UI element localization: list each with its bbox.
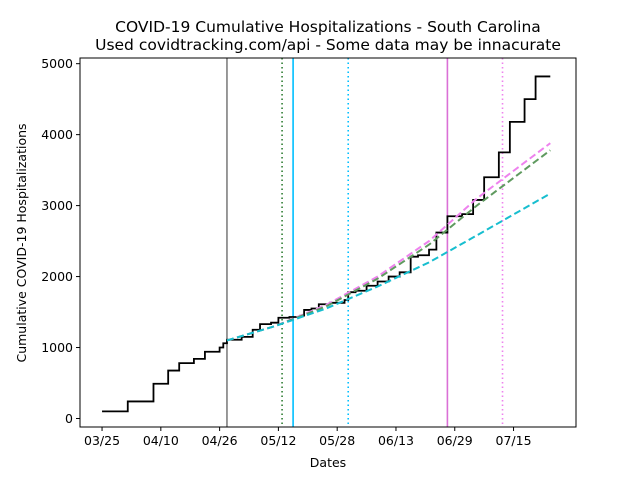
projection-line-1 [226, 142, 551, 342]
y-tick-label-2: 1000 [41, 340, 73, 355]
plot-frame [79, 57, 577, 428]
x-tick-label-6: 06/13 [378, 433, 414, 448]
y-tick-label-5: 4000 [41, 127, 73, 142]
x-tick-label-7: 06/29 [437, 433, 473, 448]
x-tick-label-4: 05/12 [260, 433, 296, 448]
x-tick-label-5: 05/28 [319, 433, 355, 448]
x-axis-label: Dates [310, 455, 346, 470]
y-tick-label-4: 3000 [41, 198, 73, 213]
y-axis-label: Cumulative COVID-19 Hospitalizations [14, 123, 29, 362]
chart-title-line1: COVID-19 Cumulative Hospitalizations - S… [115, 18, 541, 36]
projection-line-2 [226, 149, 551, 342]
x-tick-label-8: 07/15 [496, 433, 532, 448]
projection-line-3 [226, 192, 551, 342]
x-tick-label-3: 04/26 [202, 433, 238, 448]
axis-ticks: 03/25 04/10 04/26 05/12 05/28 06/13 06/29 07/15… [41, 56, 531, 448]
y-tick-label-1: 0 [65, 411, 73, 426]
x-tick-label-1: 03/25 [84, 433, 120, 448]
actual-data-line [102, 75, 551, 413]
y-tick-label-3: 2000 [41, 269, 73, 284]
x-tick-label-2: 04/10 [143, 433, 179, 448]
plot-area [102, 58, 551, 427]
chart-title-line2: Used covidtracking.com/api - Some data m… [95, 36, 561, 54]
y-tick-label-6: 5000 [41, 56, 73, 71]
